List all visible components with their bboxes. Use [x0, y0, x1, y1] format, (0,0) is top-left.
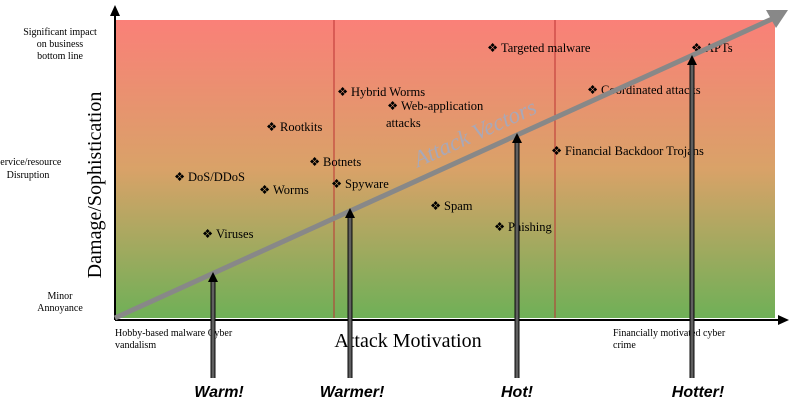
item-label: Web-application — [401, 99, 484, 113]
bullet: ❖ — [430, 199, 441, 213]
stage-arrow — [514, 141, 520, 378]
y-axis-label: on business — [37, 39, 84, 50]
stage-label: Hot! — [501, 384, 534, 401]
vector-arrow — [113, 16, 774, 321]
bullet: ❖ — [494, 220, 505, 234]
x-axis-label: Financially motivated cyber — [613, 328, 726, 339]
bullet: ❖ — [202, 227, 213, 241]
stage-arrow-head — [512, 133, 522, 143]
y-axis-label: Significant impact — [23, 27, 97, 38]
item-label: Botnets — [323, 155, 361, 169]
y-axis-title: Damage/Sophistication — [84, 92, 106, 279]
stage-label: Warm! — [194, 384, 244, 401]
stages: Warm! Warmer! Hot! Hotter! — [194, 55, 725, 401]
item-label: DoS/DDoS — [188, 170, 245, 184]
y-axis-label: Disruption — [7, 170, 50, 181]
bullet: ❖ — [174, 170, 185, 184]
stage-arrow — [210, 280, 216, 378]
vector-arrow-head — [766, 10, 788, 28]
stage-arrow-head — [345, 208, 355, 218]
x-axis-label: crime — [613, 340, 636, 351]
y-axis-label: Service/resource — [0, 157, 62, 168]
item-label: attacks — [386, 116, 421, 130]
x-axis-arrow — [778, 315, 789, 325]
y-axis-label: bottom line — [37, 51, 83, 62]
item-label: Worms — [273, 183, 309, 197]
bullet: ❖ — [551, 144, 562, 158]
bullet: ❖ — [309, 155, 320, 169]
item-label: Financial Backdoor Trojans — [565, 144, 704, 158]
item-label: Spyware — [345, 177, 389, 191]
bullet: ❖ — [266, 120, 277, 134]
item-label: Viruses — [216, 227, 254, 241]
stage-arrow — [347, 216, 353, 378]
y-axis-label: Annoyance — [37, 303, 83, 314]
bullet: ❖ — [487, 41, 498, 55]
item-label: Hybrid Worms — [351, 85, 425, 99]
item-label: Rootkits — [280, 120, 323, 134]
bullet: ❖ — [259, 183, 270, 197]
item-label: Targeted malware — [501, 41, 591, 55]
bullet: ❖ — [587, 83, 598, 97]
y-axis-arrow — [110, 5, 120, 16]
bullet: ❖ — [331, 177, 342, 191]
y-axis-label: Minor — [48, 291, 74, 302]
stage-arrow-head — [687, 55, 697, 65]
stage-label: Warmer! — [320, 384, 385, 401]
bullet: ❖ — [387, 99, 398, 113]
bullet: ❖ — [337, 85, 348, 99]
bullet: ❖ — [691, 41, 702, 55]
stage-arrow — [689, 63, 695, 378]
x-axis-label: Hobby-based malware Cyber — [115, 328, 233, 339]
x-axis-label: vandalism — [115, 340, 156, 351]
x-axis-title: Attack Motivation — [334, 330, 481, 352]
stage-arrow-head — [208, 272, 218, 282]
item-label: Spam — [444, 199, 473, 213]
stage-label: Hotter! — [672, 384, 725, 401]
